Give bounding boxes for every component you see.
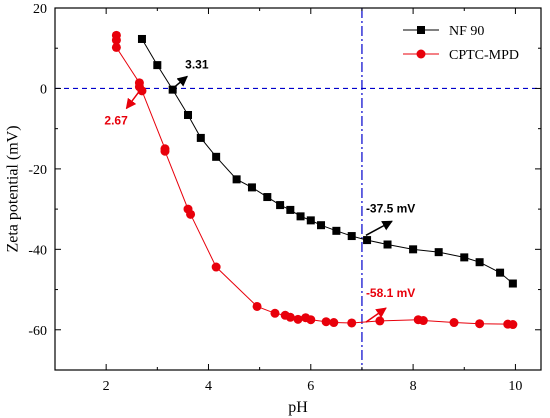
data-point <box>449 318 459 328</box>
data-point <box>285 312 295 322</box>
data-point <box>496 268 505 277</box>
data-point <box>317 221 326 230</box>
legend: NF 90 CPTC-MPD <box>403 24 519 63</box>
data-point <box>270 308 280 318</box>
annotation-arrow <box>174 75 188 88</box>
data-point <box>508 279 517 288</box>
y-tick-label: -40 <box>28 243 47 258</box>
x-tick-label: 2 <box>103 379 110 394</box>
data-point <box>347 232 356 241</box>
series-1 <box>137 34 517 288</box>
x-axis-title: pH <box>288 399 308 416</box>
data-point <box>375 316 385 326</box>
data-point <box>252 301 262 311</box>
data-point <box>383 240 392 249</box>
data-point <box>347 318 357 328</box>
data-point <box>153 61 162 70</box>
data-point <box>321 317 331 327</box>
series-line <box>141 38 514 284</box>
axes: 2 4 6 8 10 20 0 -20 -40 -60 <box>28 2 541 394</box>
annotation-layer: 3.31 2.67 -37.5 mV -58.1 mV <box>104 57 415 323</box>
legend-item: CPTC-MPD <box>403 48 519 63</box>
data-point <box>111 35 121 45</box>
annotation-label: 2.67 <box>104 113 128 127</box>
plot-frame <box>54 7 542 371</box>
data-point <box>111 42 121 52</box>
data-point <box>276 201 285 210</box>
data-point <box>434 248 443 257</box>
data-point <box>363 236 372 245</box>
data-point <box>137 86 147 96</box>
data-point <box>168 85 177 94</box>
data-point <box>232 175 241 184</box>
data-point <box>247 183 256 192</box>
data-point <box>329 318 339 328</box>
legend-label: CPTC-MPD <box>449 48 519 63</box>
data-point <box>286 205 295 214</box>
series-2 <box>111 30 518 330</box>
series-line <box>115 35 513 326</box>
data-point <box>184 110 193 119</box>
data-point <box>263 193 272 202</box>
data-point <box>137 34 146 43</box>
y-tick-label: 20 <box>33 2 47 17</box>
legend-marker <box>416 49 426 59</box>
data-point <box>460 253 469 262</box>
legend-item: NF 90 <box>403 24 484 39</box>
data-point <box>196 133 205 142</box>
data-point <box>186 209 196 219</box>
x-tick-label: 4 <box>205 379 212 394</box>
x-tick-label: 6 <box>307 379 314 394</box>
data-point <box>212 152 221 161</box>
data-point <box>475 258 484 267</box>
data-point <box>418 316 428 326</box>
data-point <box>296 212 305 221</box>
x-tick-label: 8 <box>410 379 417 394</box>
x-tick-label: 10 <box>508 379 522 394</box>
annotation-label: 3.31 <box>185 57 209 71</box>
annotation-arrow <box>365 220 393 236</box>
data-point <box>160 146 170 156</box>
data-point <box>306 216 315 225</box>
data-point <box>211 262 221 272</box>
annotation-label: -58.1 mV <box>366 286 415 300</box>
data-point <box>409 245 418 254</box>
data-point <box>475 319 485 329</box>
annotation-label: -37.5 mV <box>366 201 415 215</box>
data-point <box>332 226 341 235</box>
data-point <box>508 320 518 330</box>
series-layer <box>111 30 518 330</box>
annotation-arrow <box>365 307 387 323</box>
data-point <box>293 314 303 324</box>
y-axis-title: Zeta potential (mV) <box>5 125 22 252</box>
legend-marker <box>417 26 425 34</box>
y-tick-label: 0 <box>40 82 47 97</box>
data-point <box>306 315 316 325</box>
annotation-arrow <box>125 91 140 110</box>
y-tick-label: -60 <box>28 324 47 339</box>
legend-label: NF 90 <box>449 24 484 39</box>
y-tick-label: -20 <box>28 163 47 178</box>
